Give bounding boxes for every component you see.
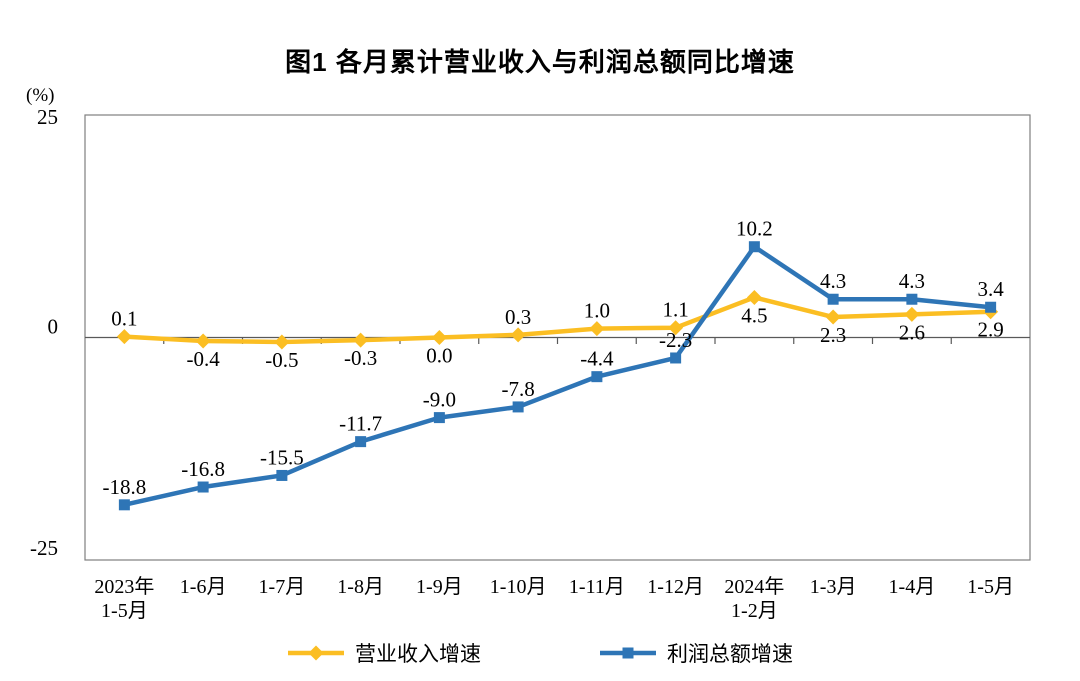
- profit-line-sample-icon: [600, 647, 656, 659]
- data-label: 2.6: [899, 320, 925, 344]
- data-point-marker: [116, 329, 132, 345]
- data-label: -4.4: [580, 347, 614, 371]
- data-label: -7.8: [502, 377, 535, 401]
- data-label: 4.3: [820, 269, 846, 293]
- legend-label-revenue: 营业收入增速: [355, 642, 481, 666]
- chart-title: 图1 各月累计营业收入与利润总额同比增速: [285, 47, 795, 77]
- x-axis-label: 1-7月: [259, 576, 306, 598]
- y-axis-unit-label: (%): [26, 85, 55, 106]
- data-label: 3.4: [978, 277, 1005, 301]
- data-label: 10.2: [736, 217, 773, 241]
- data-point-marker: [274, 334, 290, 350]
- chart-legend: 营业收入增速 利润总额增速: [0, 638, 1080, 668]
- legend-label-profit: 利润总额增速: [667, 642, 793, 666]
- x-axis-label: 2024年 1-2月: [724, 575, 784, 622]
- data-label: 4.5: [741, 303, 767, 327]
- data-label: 2.9: [978, 318, 1004, 342]
- series-line-0: [122, 295, 993, 345]
- data-point-marker: [195, 333, 211, 349]
- data-label: 1.1: [663, 298, 689, 322]
- square-marker-icon: [622, 647, 634, 659]
- data-point-marker: [985, 301, 997, 313]
- legend-item-revenue: 营业收入增速: [287, 638, 481, 668]
- x-axis-label: 1-5月: [967, 576, 1014, 598]
- x-axis-label: 1-10月: [490, 576, 547, 598]
- x-axis-label: 1-12月: [647, 576, 704, 598]
- data-label: 0.0: [426, 344, 452, 368]
- data-label: 4.3: [899, 269, 925, 293]
- data-label: 0.3: [505, 305, 531, 329]
- data-point-marker: [197, 481, 209, 493]
- data-point-marker: [512, 401, 524, 413]
- data-point-marker: [906, 293, 918, 305]
- x-axis-label: 1-9月: [416, 576, 463, 598]
- data-label: -0.4: [187, 347, 221, 371]
- series-line-1: [122, 244, 993, 508]
- data-label: -11.7: [339, 412, 382, 436]
- diamond-marker-icon: [308, 645, 324, 661]
- data-label: 1.0: [584, 299, 610, 323]
- data-point-marker: [670, 352, 682, 364]
- data-point-marker: [748, 241, 760, 253]
- data-point-marker: [353, 332, 369, 348]
- data-point-marker: [431, 330, 447, 345]
- data-point-marker: [668, 320, 684, 336]
- data-label: -0.5: [265, 348, 298, 372]
- data-label: -2.3: [659, 328, 692, 352]
- data-point-marker: [355, 436, 367, 448]
- data-label: -0.3: [344, 346, 377, 370]
- x-axis-label: 2023年 1-5月: [94, 575, 154, 622]
- data-point-marker: [589, 321, 605, 337]
- data-point-marker: [510, 327, 526, 343]
- legend-item-profit: 利润总额增速: [599, 638, 793, 668]
- data-label: 2.3: [820, 323, 846, 347]
- x-axis-label: 1-6月: [180, 576, 227, 598]
- data-label: 0.1: [111, 307, 137, 331]
- data-point-marker: [118, 499, 130, 511]
- data-label: -18.8: [103, 475, 147, 499]
- data-point-marker: [591, 371, 603, 383]
- data-point-marker: [904, 306, 920, 322]
- x-axis-label: 1-11月: [569, 576, 625, 598]
- data-point-marker: [276, 469, 288, 481]
- data-point-marker: [433, 412, 445, 424]
- data-label: -9.0: [423, 388, 456, 412]
- y-axis-label: 25: [37, 105, 58, 129]
- data-point-marker: [746, 289, 762, 305]
- line-chart: 25 0 -25 2023年 1-5月 1-6月 1-7月 1-8月 1-9月 1-10月 1-11…: [30, 105, 1031, 622]
- y-axis-label: -25: [30, 536, 58, 560]
- revenue-line-sample-icon: [288, 645, 344, 661]
- x-axis-label: 1-8月: [337, 576, 384, 598]
- data-label: -16.8: [181, 457, 225, 481]
- x-axis-label: 1-3月: [810, 576, 857, 598]
- x-axis-label: 1-4月: [889, 576, 936, 598]
- data-label: -15.5: [260, 445, 304, 469]
- y-axis-label: 0: [48, 315, 59, 339]
- data-point-marker: [825, 309, 841, 325]
- data-point-marker: [827, 293, 839, 305]
